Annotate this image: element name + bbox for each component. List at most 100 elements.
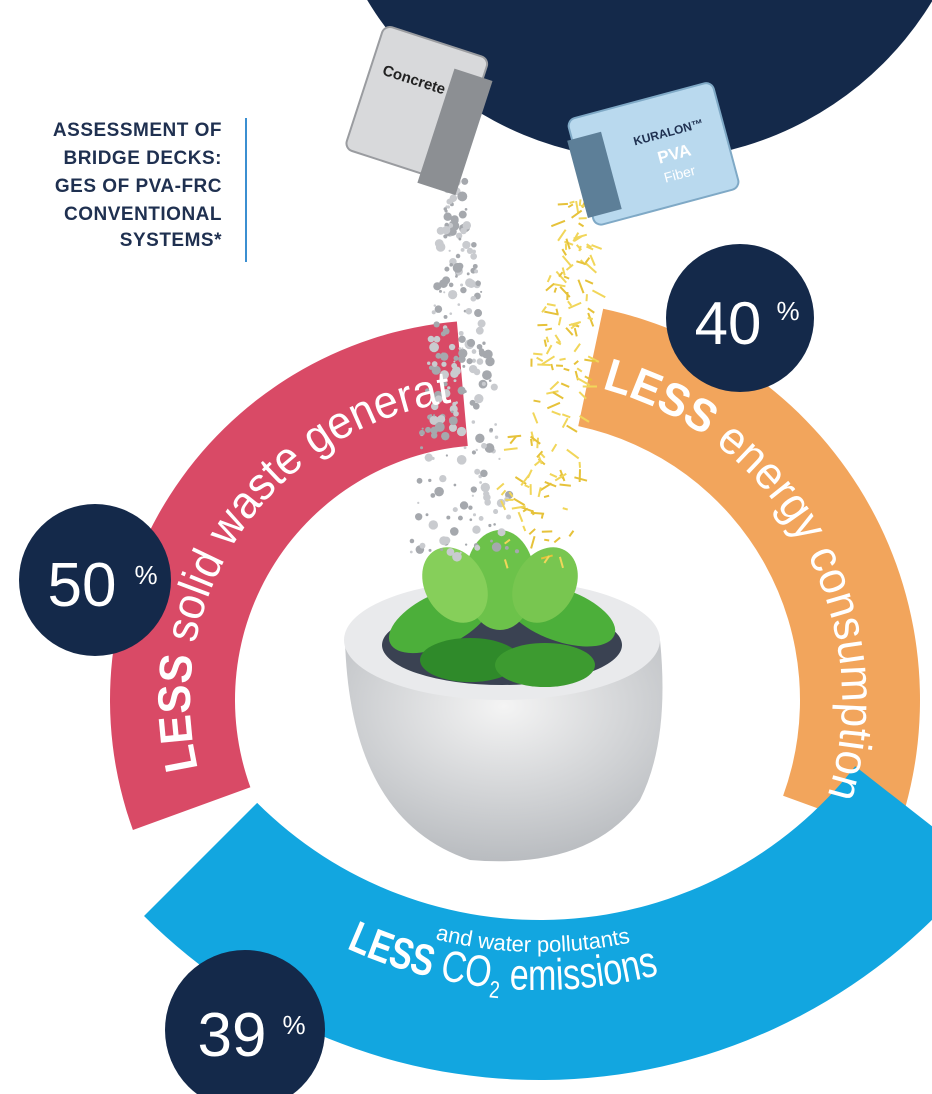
particle: [472, 263, 478, 269]
particle: [428, 548, 432, 552]
fiber: [584, 279, 594, 285]
particle: [424, 453, 433, 462]
particle: [439, 474, 447, 483]
particle: [409, 538, 415, 544]
particle: [453, 360, 456, 363]
fiber: [558, 271, 564, 278]
particle: [453, 379, 457, 383]
particle: [442, 381, 448, 387]
badge-number: 40: [695, 290, 762, 357]
particle: [498, 457, 501, 460]
particle: [458, 330, 464, 336]
particle: [467, 279, 476, 288]
particle: [457, 386, 466, 395]
fiber: [561, 255, 573, 268]
particle: [483, 493, 491, 502]
fiber: [530, 535, 536, 549]
particle: [490, 383, 498, 391]
particle: [455, 401, 458, 404]
particle: [443, 314, 448, 319]
fiber: [573, 235, 583, 242]
fiber: [555, 308, 559, 314]
particle: [482, 341, 486, 345]
fiber: [566, 448, 580, 460]
caption-text: CO: [437, 941, 494, 997]
fiber: [557, 202, 569, 206]
particle: [431, 361, 438, 367]
particle: [433, 304, 437, 307]
particle: [430, 432, 438, 439]
fiber: [545, 336, 550, 343]
particle: [458, 210, 467, 219]
fiber: [546, 390, 559, 395]
fiber: [551, 443, 558, 452]
particle: [471, 241, 477, 248]
pot: [344, 530, 663, 862]
fiber: [576, 377, 591, 386]
particle: [490, 539, 493, 543]
particle: [446, 198, 453, 205]
fiber: [536, 356, 544, 362]
badge-number: 39: [198, 1001, 267, 1070]
particle: [494, 423, 498, 426]
particle: [459, 551, 462, 554]
fiber: [561, 413, 571, 419]
fiber: [571, 209, 583, 219]
particle: [434, 305, 443, 313]
fiber: [513, 497, 526, 507]
particle: [484, 443, 495, 453]
particle: [462, 221, 472, 230]
fiber: [511, 505, 526, 510]
particle: [458, 348, 468, 358]
fiber: [552, 283, 566, 288]
particle: [463, 446, 467, 450]
particle: [471, 450, 477, 455]
fiber: [568, 321, 582, 327]
particle: [461, 347, 464, 350]
particle: [448, 249, 451, 252]
fiber: [533, 460, 541, 467]
particle: [448, 343, 456, 351]
badge-40: 40 %: [666, 244, 814, 392]
particle: [473, 368, 481, 376]
particle: [482, 351, 490, 359]
blue-band: [144, 766, 932, 1080]
particle: [441, 352, 445, 357]
fiber: [558, 556, 564, 569]
fiber: [559, 357, 566, 361]
fiber: [549, 380, 560, 391]
fiber: [585, 262, 597, 274]
fiber: [530, 438, 533, 446]
fiber: [543, 339, 548, 347]
particle: [472, 525, 481, 534]
fiber: [575, 200, 580, 213]
particle: [425, 513, 429, 517]
fiber: [568, 530, 575, 537]
fiber: [561, 248, 567, 256]
particle: [443, 212, 452, 221]
particle: [472, 402, 480, 410]
particle: [456, 455, 467, 465]
fiber: [544, 538, 550, 542]
particle: [429, 415, 439, 426]
particle: [458, 347, 462, 350]
particle: [451, 410, 454, 414]
particle: [476, 343, 483, 350]
particle: [450, 215, 459, 224]
particle: [471, 349, 477, 354]
particle: [453, 483, 457, 487]
particle: [417, 501, 420, 504]
fiber: [496, 482, 505, 491]
title-line: SYSTEMS*: [120, 230, 222, 251]
particle: [439, 279, 448, 288]
fiber: [541, 305, 547, 313]
particle: [449, 263, 454, 267]
fiber: [559, 483, 571, 487]
particle: [445, 454, 449, 457]
fiber: [517, 511, 524, 523]
particle: [460, 286, 467, 294]
fiber: [546, 401, 561, 410]
particle: [481, 381, 486, 386]
particle: [442, 536, 451, 545]
fiber: [561, 417, 569, 429]
